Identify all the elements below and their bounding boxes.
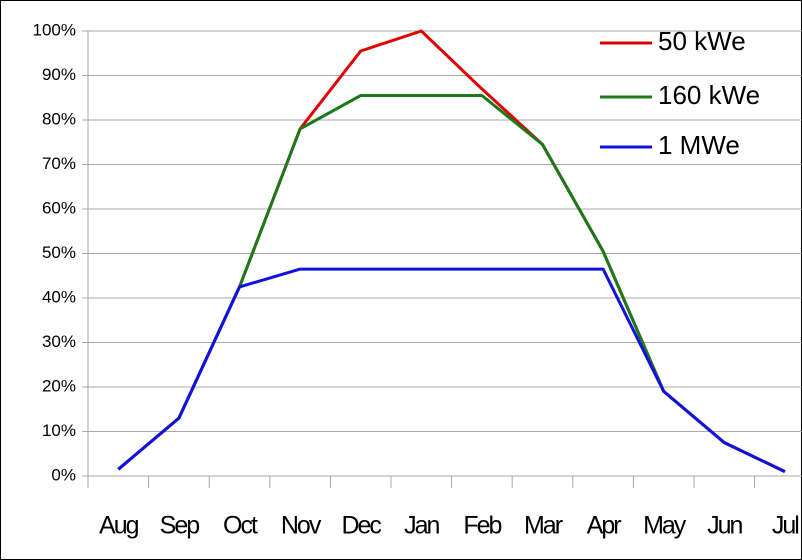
y-tick-label: 60%: [42, 198, 76, 217]
x-tick-label: Aug: [99, 512, 139, 540]
x-tick-label: Jul: [772, 512, 798, 540]
y-tick-label: 100%: [33, 20, 76, 39]
line-series: [117, 267, 786, 473]
legend-label: 50 kWe: [658, 26, 746, 56]
x-tick-label: Feb: [463, 512, 501, 540]
y-tick-label: 70%: [42, 154, 76, 173]
x-tick-label: Oct: [223, 512, 258, 540]
legend-label: 1 MWe: [658, 130, 740, 160]
x-tick-label: Jan: [404, 512, 439, 540]
x-tick-label: Mar: [524, 512, 563, 540]
x-tick-label: May: [643, 512, 687, 540]
x-tick-label: Dec: [341, 512, 381, 540]
y-tick-label: 40%: [42, 287, 76, 306]
y-tick-label: 50%: [42, 243, 76, 262]
y-tick-label: 30%: [42, 332, 76, 351]
y-tick-label: 90%: [42, 65, 76, 84]
x-tick-label: Sep: [160, 512, 200, 540]
y-tick-label: 80%: [42, 109, 76, 128]
x-tick-label: Jun: [707, 512, 742, 540]
x-tick-label: Nov: [281, 512, 322, 540]
y-tick-label: 20%: [42, 376, 76, 395]
legend-label: 160 kWe: [658, 80, 760, 110]
y-tick-label: 10%: [42, 421, 76, 440]
x-tick-label: Apr: [587, 512, 622, 540]
y-tick-label: 0%: [51, 465, 76, 484]
